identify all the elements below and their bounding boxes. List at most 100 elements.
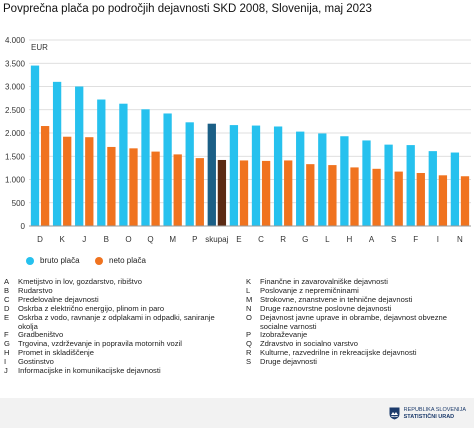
x-tick-label: Q bbox=[147, 235, 153, 244]
activity-code-row: O Dejavnost javne uprave in obrambe, deja… bbox=[246, 312, 471, 332]
bar-bruto-H bbox=[340, 136, 349, 226]
bar-bruto-E bbox=[229, 125, 239, 226]
activity-description: Oskrba z električno energijo, plinom in … bbox=[18, 303, 165, 313]
bar-neto-M bbox=[173, 154, 182, 226]
series-legend: bruto plača neto plača bbox=[0, 256, 474, 270]
bar-bruto-skupaj bbox=[207, 123, 216, 226]
bar-bruto-R bbox=[273, 126, 283, 226]
activity-code-row: R Kulturne, razvedrilne in rekreacijske d… bbox=[246, 348, 471, 358]
activity-code-row: M Strokovne, znanstvene in tehnične dejav… bbox=[246, 294, 471, 305]
legend-label-neto: neto plača bbox=[109, 256, 146, 265]
activity-code-row: G Trgovina, vzdrževanje in popravila moto… bbox=[4, 339, 234, 349]
activity-code: N bbox=[246, 303, 252, 313]
activity-code-row: I Gostinstvo bbox=[4, 357, 234, 367]
activity-description: Finančne in zavarovalniške dejavnosti bbox=[260, 277, 388, 286]
x-tick-label: J bbox=[82, 235, 86, 244]
activity-code-row: L Poslovanje z nepremičninami bbox=[246, 285, 471, 296]
bar-neto-D bbox=[40, 126, 50, 226]
y-tick-label: 1.500 bbox=[5, 152, 26, 161]
legend-swatch-bruto bbox=[26, 256, 34, 265]
activity-code-row: S Druge dejavnosti bbox=[246, 357, 471, 367]
activity-code: A bbox=[4, 277, 10, 286]
activity-description: Poslovanje z nepremičninami bbox=[260, 285, 359, 295]
activity-code-row: H Promet in skladiščenje bbox=[4, 348, 234, 358]
y-tick-label: 500 bbox=[12, 199, 26, 208]
bar-neto-Q bbox=[151, 151, 160, 226]
x-tick-label: S bbox=[391, 235, 396, 244]
bar-bruto-F bbox=[406, 145, 415, 226]
bar-bruto-Q bbox=[141, 109, 150, 226]
activity-code: F bbox=[4, 330, 9, 340]
activity-code: O bbox=[246, 312, 252, 322]
activity-code-row: K Finančne in zavarovalniške dejavnosti bbox=[246, 277, 471, 287]
legend-label-bruto: bruto plača bbox=[40, 256, 80, 265]
bar-neto-E bbox=[239, 160, 249, 226]
activity-codes-left: A Kmetijstvo in lov, gozdarstvo, ribištvo… bbox=[4, 277, 234, 376]
x-tick-label: B bbox=[104, 235, 109, 244]
x-tick-label: E bbox=[236, 235, 241, 244]
activity-code: Q bbox=[246, 339, 252, 349]
bar-neto-G bbox=[306, 164, 315, 226]
bar-neto-H bbox=[350, 167, 359, 226]
bar-neto-F bbox=[416, 172, 425, 226]
bar-bruto-N bbox=[450, 152, 460, 226]
bar-bruto-D bbox=[30, 65, 40, 226]
activity-description: Promet in skladiščenje bbox=[18, 348, 94, 358]
activity-code: L bbox=[246, 285, 251, 295]
activity-description: Zdravstvo in socialno varstvo bbox=[260, 339, 358, 349]
bar-neto-S bbox=[394, 171, 403, 226]
bar-neto-P bbox=[195, 158, 204, 226]
activity-description: Izobraževanje bbox=[260, 330, 308, 340]
x-tick-label: N bbox=[457, 235, 463, 244]
activity-code: C bbox=[4, 294, 10, 304]
bar-bruto-I bbox=[428, 151, 437, 226]
activity-code: J bbox=[4, 366, 8, 376]
y-tick-label: 1.000 bbox=[5, 176, 26, 185]
activity-description: Strokovne, znanstvene in tehnične dejavn… bbox=[260, 294, 413, 304]
logo-line-2: STATISTIČNI URAD bbox=[403, 413, 455, 420]
x-tick-label: O bbox=[125, 235, 131, 244]
activity-description: Rudarstvo bbox=[18, 285, 53, 295]
chart-title: Povprečna plača po področjih dejavnosti … bbox=[3, 3, 372, 15]
bar-bruto-B bbox=[97, 99, 106, 226]
bar-neto-N bbox=[460, 176, 470, 226]
gridlines bbox=[29, 39, 471, 204]
bar-neto-R bbox=[284, 160, 293, 226]
activity-code: R bbox=[246, 348, 252, 358]
activity-code-row: J Informacijske in komunikacijske dejavno… bbox=[4, 366, 234, 376]
y-tick-label: 2.000 bbox=[5, 129, 26, 138]
bar-neto-O bbox=[129, 148, 138, 226]
bar-neto-A bbox=[372, 168, 381, 226]
activity-description: Dejavnost javne uprave in obrambe, dejav… bbox=[260, 312, 448, 331]
bar-neto-J bbox=[85, 137, 94, 226]
bar-neto-K bbox=[63, 136, 72, 226]
bar-bruto-C bbox=[251, 125, 261, 226]
x-tick-label: D bbox=[37, 235, 43, 244]
activity-description: Informacijske in komunikacijske dejavnos… bbox=[18, 366, 161, 376]
bar-bruto-M bbox=[163, 113, 172, 226]
activity-code-row: N Druge raznovrstne poslovne dejavnosti bbox=[246, 303, 471, 314]
activity-code: D bbox=[4, 303, 10, 313]
y-tick-label: 3.000 bbox=[5, 83, 26, 92]
activity-code: M bbox=[246, 294, 253, 304]
activity-code-row: Q Zdravstvo in socialno varstvo bbox=[246, 339, 471, 349]
legend-item-neto: neto plača bbox=[95, 256, 146, 265]
activity-code-row: B Rudarstvo bbox=[4, 285, 234, 296]
x-tick-label: C bbox=[258, 235, 264, 244]
bar-bruto-S bbox=[384, 144, 393, 227]
activity-code: S bbox=[246, 357, 252, 367]
activity-code-row: A Kmetijstvo in lov, gozdarstvo, ribištvo bbox=[4, 277, 234, 287]
x-tick-label: G bbox=[302, 235, 308, 244]
bar-neto-L bbox=[328, 165, 337, 226]
legend-swatch-neto bbox=[95, 256, 103, 265]
activity-code: G bbox=[4, 339, 10, 349]
surs-logo: REPUBLIKA SLOVENIJA STATISTIČNI URAD bbox=[389, 407, 466, 420]
activity-code: E bbox=[4, 312, 10, 322]
activity-code: P bbox=[246, 330, 252, 340]
bars bbox=[30, 65, 470, 227]
bar-neto-C bbox=[261, 160, 271, 226]
activity-description: Kulturne, razvedrilne in rekreacijske de… bbox=[260, 348, 417, 358]
x-tick-label: H bbox=[347, 235, 353, 244]
activity-code-row: E Oskrba z vodo, ravnanje z odplakami in … bbox=[4, 312, 234, 332]
